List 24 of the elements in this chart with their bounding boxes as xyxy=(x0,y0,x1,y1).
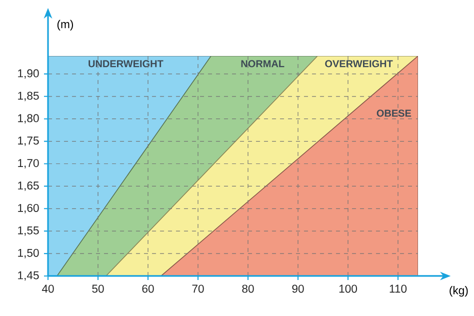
series-label: NORMAL xyxy=(241,60,284,68)
y-tick-label: 1,80 xyxy=(18,114,39,124)
y-tick-label: 1,75 xyxy=(18,136,39,146)
x-tick-label: 80 xyxy=(242,284,254,293)
y-tick-label: 1,55 xyxy=(18,226,39,236)
x-tick-label: 40 xyxy=(42,284,54,293)
y-tick-label: 1,70 xyxy=(18,159,39,168)
y-tick-label: 1,45 xyxy=(18,271,39,281)
y-tick-label: 1,85 xyxy=(18,92,39,102)
y-tick-label: 1,50 xyxy=(18,248,39,258)
x-tick-label: 110 xyxy=(390,284,407,293)
x-axis-title: (kg) xyxy=(450,286,468,297)
y-tick-label: 1,65 xyxy=(18,182,39,191)
x-tick-label: 50 xyxy=(92,284,104,293)
series-label: UNDERWEIGHT xyxy=(88,60,164,68)
x-tick-label: 70 xyxy=(192,284,204,293)
y-tick-label: 1,60 xyxy=(18,204,39,214)
x-tick-label: 100 xyxy=(339,284,358,293)
series-label: OVERWEIGHT xyxy=(325,60,393,68)
x-tick-label: 60 xyxy=(142,284,154,293)
y-tick-label: 1,90 xyxy=(18,69,39,79)
x-tick-label: 90 xyxy=(292,284,304,293)
series-label: OBESE xyxy=(376,110,412,117)
y-axis-title: (m) xyxy=(57,20,74,30)
